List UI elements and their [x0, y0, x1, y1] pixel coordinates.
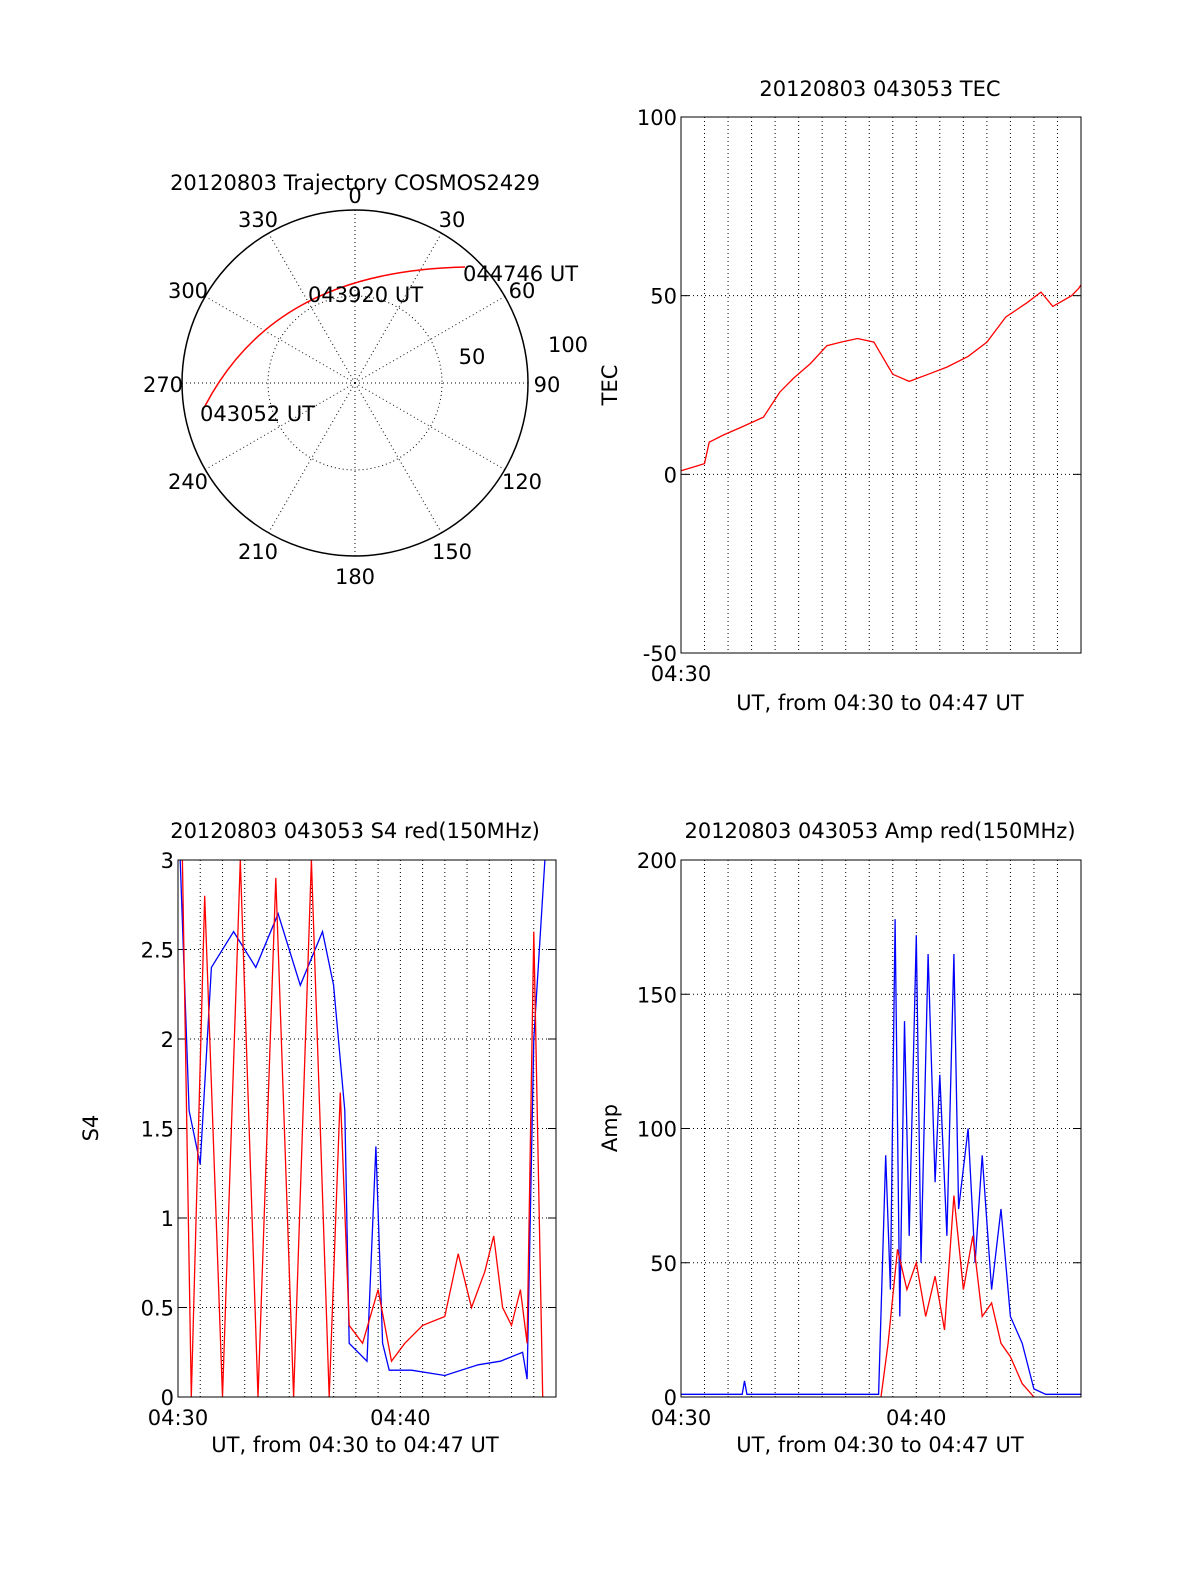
polar-inner-circle: [267, 295, 443, 471]
amp-ytick-label: 50: [650, 1252, 677, 1276]
polar-radius-label: 50: [459, 345, 486, 369]
s4-ytick-label: 2.5: [141, 939, 174, 963]
polar-annotation: 043052 UT: [200, 402, 315, 426]
polar-spoke-210: [268, 382, 356, 534]
polar-azimuth-label: 90: [534, 373, 561, 397]
s4-ytick-label: 2: [161, 1028, 174, 1052]
s4-ytick-label: 1.5: [141, 1118, 174, 1142]
polar-spoke-30: [354, 232, 442, 384]
polar-annotation: 043920 UT: [308, 283, 423, 307]
s4-series-line-1: [181, 859, 544, 1398]
polar-azimuth-label: 150: [432, 540, 472, 564]
polar-azimuth-label: 120: [502, 470, 542, 494]
amp-panel: 20120803 043053 Amp red(150MHz) UT, from…: [598, 819, 1082, 1457]
polar-spoke-60: [354, 296, 506, 384]
tec-ytick-label: -50: [643, 642, 677, 666]
tec-plot-frame: [680, 116, 1082, 654]
polar-spoke-300: [204, 296, 356, 384]
polar-annotation: 044746 UT: [463, 262, 578, 286]
amp-xtick-label: 04:30: [651, 1406, 712, 1430]
polar-azimuth-label: 210: [238, 540, 278, 564]
tec-series-line-0: [680, 284, 1082, 472]
polar-azimuth-label: 0: [348, 184, 361, 208]
polar-spoke-330: [268, 232, 356, 384]
s4-series-line-0: [179, 859, 546, 1380]
polar-azimuth-label: 180: [335, 565, 375, 589]
s4-xtick-label: 04:40: [370, 1406, 431, 1430]
amp-series-line-0: [681, 919, 1081, 1395]
polar-spoke-120: [354, 382, 506, 470]
s4-xlabel: UT, from 04:30 to 04:47 UT: [211, 1433, 499, 1457]
s4-panel: 20120803 043053 S4 red(150MHz) UT, from …: [79, 819, 557, 1457]
tec-ytick-label: 100: [637, 106, 677, 130]
tec-xlabel: UT, from 04:30 to 04:47 UT: [736, 691, 1024, 715]
s4-ytick-label: 0: [161, 1386, 174, 1410]
tec-panel: 20120803 043053 TEC UT, from 04:30 to 04…: [598, 77, 1082, 715]
polar-spoke-240: [204, 382, 356, 470]
s4-xtick-label: 04:30: [148, 1406, 209, 1430]
tec-title: 20120803 043053 TEC: [759, 77, 1000, 101]
amp-xlabel: UT, from 04:30 to 04:47 UT: [736, 1433, 1024, 1457]
amp-title: 20120803 043053 Amp red(150MHz): [684, 819, 1075, 843]
tec-ytick-label: 50: [650, 285, 677, 309]
amp-xtick-label: 04:40: [886, 1406, 947, 1430]
polar-azimuth-label: 60: [509, 279, 536, 303]
polar-title: 20120803 Trajectory COSMOS2429: [170, 171, 540, 195]
polar-trajectory-plot: 20120803 Trajectory COSMOS2429 0 30 60 90 12…: [143, 171, 588, 589]
amp-series-line-1: [880, 1195, 1035, 1398]
s4-ytick-label: 0.5: [141, 1297, 174, 1321]
tec-ytick-label: 0: [664, 463, 677, 487]
tec-ylabel: TEC: [598, 365, 622, 407]
polar-azimuth-label: 270: [143, 373, 183, 397]
polar-azimuth-label: 30: [439, 208, 466, 232]
tec-xtick-label: 04:30: [651, 662, 712, 686]
amp-ytick-label: 100: [637, 1118, 677, 1142]
s4-ylabel: S4: [79, 1115, 103, 1142]
polar-azimuth-label: 330: [238, 208, 278, 232]
polar-spoke-150: [354, 382, 442, 534]
polar-radius-label: 100: [548, 333, 588, 357]
polar-trajectory-line: [204, 266, 466, 407]
amp-plot-frame: [680, 859, 1082, 1398]
s4-title: 20120803 043053 S4 red(150MHz): [170, 819, 540, 843]
s4-ytick-label: 3: [161, 849, 174, 873]
amp-ytick-label: 200: [637, 849, 677, 873]
polar-azimuth-label: 240: [168, 470, 208, 494]
amp-ytick-label: 150: [637, 983, 677, 1007]
s4-ytick-label: 1: [161, 1207, 174, 1231]
amp-ytick-label: 0: [664, 1386, 677, 1410]
polar-azimuth-label: 300: [168, 279, 208, 303]
amp-ylabel: Amp: [598, 1104, 622, 1152]
s4-plot-frame: [177, 859, 557, 1398]
